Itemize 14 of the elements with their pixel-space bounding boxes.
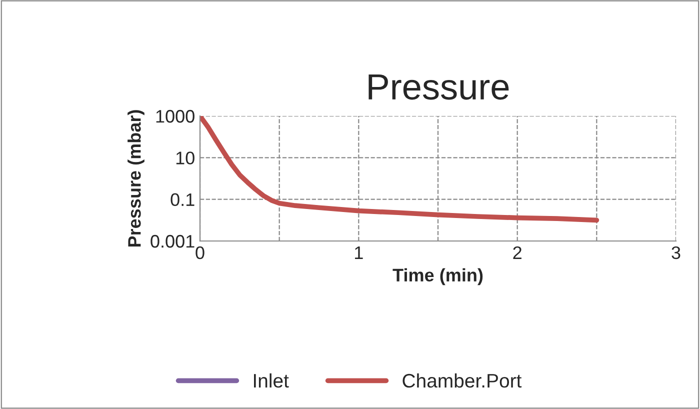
line-series xyxy=(200,116,600,223)
y-axis-title: Pressure (mbar) xyxy=(128,110,144,247)
y-tick-label: 0.001 xyxy=(150,234,194,248)
x-axis-title: Time (min) xyxy=(392,268,483,286)
legend-label: Inlet xyxy=(254,373,289,388)
y-tick-label: 1000 xyxy=(156,110,194,123)
legend-label: Chamber.Port xyxy=(402,373,522,388)
x-tick-label: 3 xyxy=(672,246,680,260)
x-tick-label: 0 xyxy=(196,246,204,260)
x-tick-label: 2 xyxy=(513,246,522,259)
y-tick-label: 0.1 xyxy=(170,193,194,206)
chart-title: Pressure xyxy=(368,74,509,100)
x-tick-label: 1 xyxy=(355,246,363,259)
y-tick-label: 10 xyxy=(176,152,194,164)
